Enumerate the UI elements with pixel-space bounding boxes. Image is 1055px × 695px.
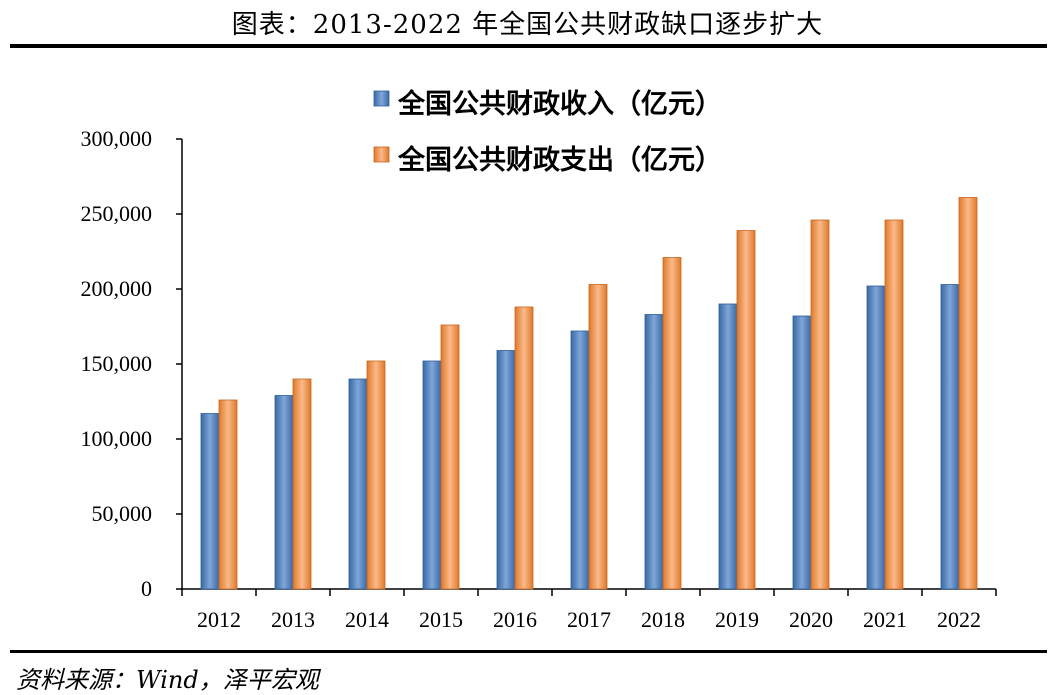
x-tick-label: 2019	[715, 607, 759, 632]
y-tick-label: 250,000	[81, 201, 153, 226]
expenditure-bar	[588, 284, 608, 590]
x-tick-label: 2015	[419, 607, 463, 632]
legend-revenue-label: 全国公共财政收入（亿元）	[397, 88, 722, 120]
legend-expenditure-label: 全国公共财政支出（亿元）	[397, 144, 722, 176]
legend-revenue-swatch	[373, 90, 390, 107]
expenditure-bar	[292, 378, 312, 590]
figure-title: 图表：2013-2022 年全国公共财政缺口逐步扩大	[231, 10, 824, 40]
x-tick-label: 2012	[197, 607, 241, 632]
bottom-rule	[10, 650, 1047, 653]
y-tick-label: 0	[141, 576, 152, 601]
revenue-bar	[274, 395, 294, 590]
expenditure-bar	[810, 219, 830, 590]
expenditure-bar	[366, 360, 386, 590]
x-tick-label: 2014	[345, 607, 389, 632]
source-note: 资料来源：Wind，泽平宏观	[16, 666, 319, 694]
expenditure-bar	[884, 219, 904, 590]
revenue-bar	[570, 330, 590, 590]
expenditure-bar	[514, 306, 534, 590]
y-tick-label: 150,000	[81, 351, 153, 376]
revenue-bar	[348, 378, 368, 590]
expenditure-bar	[736, 230, 756, 590]
expenditure-bar	[662, 257, 682, 590]
expenditure-bar	[440, 324, 460, 590]
revenue-bar	[866, 285, 886, 590]
revenue-bar	[200, 413, 220, 590]
revenue-bar	[644, 314, 664, 590]
top-rule	[10, 44, 1047, 48]
x-tick-label: 2017	[567, 607, 611, 632]
x-tick-label: 2013	[271, 607, 315, 632]
revenue-bar	[718, 303, 738, 590]
x-tick-label: 2020	[789, 607, 833, 632]
revenue-bar	[496, 350, 516, 590]
revenue-bar	[940, 284, 960, 590]
y-tick-label: 50,000	[92, 501, 153, 526]
expenditure-bar	[218, 399, 238, 590]
x-tick-label: 2016	[493, 607, 537, 632]
x-tick-label: 2018	[641, 607, 685, 632]
revenue-bar	[422, 360, 442, 590]
y-tick-label: 100,000	[81, 426, 153, 451]
revenue-bar	[792, 315, 812, 590]
legend-expenditure-swatch	[373, 146, 390, 163]
x-tick-label: 2022	[937, 607, 981, 632]
expenditure-bar	[958, 197, 978, 590]
y-tick-label: 300,000	[81, 126, 153, 151]
y-tick-label: 200,000	[81, 276, 153, 301]
x-tick-label: 2021	[863, 607, 907, 632]
